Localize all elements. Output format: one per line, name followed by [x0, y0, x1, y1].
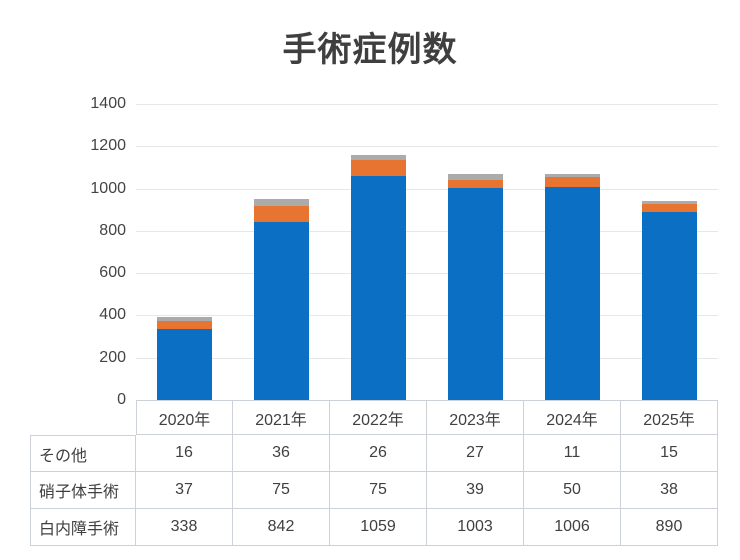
bar-2021年 [233, 104, 330, 400]
x-axis-label-2021年: 2021年 [233, 400, 330, 435]
bar-segment-vitreous-surgery-2020年 [157, 320, 212, 329]
table-value-その他-2023年: 27 [427, 435, 524, 472]
table-corner-cell [30, 400, 136, 435]
bar-stack-2021年 [254, 198, 309, 400]
table-value-白内障手術-2022年: 1059 [330, 509, 427, 546]
x-axis-label-2020年: 2020年 [136, 400, 233, 435]
table-value-硝子体手術-2023年: 39 [427, 472, 524, 509]
bar-stack-2024年 [545, 174, 600, 400]
x-axis-label-2024年: 2024年 [524, 400, 621, 435]
table-value-その他-2024年: 11 [524, 435, 621, 472]
table-value-白内障手術-2025年: 890 [621, 509, 718, 546]
bar-segment-other-2023年 [448, 174, 503, 180]
x-axis-label-2025年: 2025年 [621, 400, 718, 435]
gridline-200 [136, 357, 718, 359]
bar-2024年 [524, 104, 621, 400]
table-row-label-白内障手術: 白内障手術 [30, 509, 136, 546]
table-value-硝子体手術-2021年: 75 [233, 472, 330, 509]
table-value-白内障手術-2023年: 1003 [427, 509, 524, 546]
bar-stack-2022年 [351, 154, 406, 400]
bar-segment-other-2025年 [642, 200, 697, 204]
gridline-800 [136, 230, 718, 232]
bar-segment-vitreous-surgery-2023年 [448, 179, 503, 188]
table-value-その他-2025年: 15 [621, 435, 718, 472]
gridline-600 [136, 273, 718, 275]
gridline-1200 [136, 146, 718, 148]
table-value-白内障手術-2024年: 1006 [524, 509, 621, 546]
y-tick-label-800: 800 [99, 221, 126, 239]
y-axis-labels: 0 200 400 600 800 1000 1200 1400 [0, 0, 126, 560]
bar-2020年 [136, 104, 233, 400]
bar-segment-other-2022年 [351, 154, 406, 161]
bar-2023年 [427, 104, 524, 400]
y-tick-label-0: 0 [117, 391, 126, 408]
bar-2025年 [621, 104, 718, 400]
bar-segment-vitreous-surgery-2025年 [642, 203, 697, 212]
bar-segment-vitreous-surgery-2024年 [545, 176, 600, 188]
y-tick-label-1400: 1400 [90, 95, 126, 112]
gridline-400 [136, 315, 718, 317]
bar-segment-cataract-surgery-2025年 [642, 211, 697, 400]
gridline-1000 [136, 188, 718, 190]
table-row-label-硝子体手術: 硝子体手術 [30, 472, 136, 509]
bar-stack-2025年 [642, 200, 697, 400]
bar-segment-vitreous-surgery-2022年 [351, 160, 406, 177]
table-row-label-その他: その他 [30, 435, 136, 472]
bar-segment-other-2024年 [545, 174, 600, 177]
table-value-白内障手術-2020年: 338 [136, 509, 233, 546]
x-axis-label-2023年: 2023年 [427, 400, 524, 435]
y-tick-label-1200: 1200 [90, 137, 126, 155]
table-value-硝子体手術-2020年: 37 [136, 472, 233, 509]
bar-stack-2023年 [448, 174, 503, 400]
x-axis-label-2022年: 2022年 [330, 400, 427, 435]
bar-segment-cataract-surgery-2020年 [157, 328, 212, 400]
bar-segment-other-2021年 [254, 198, 309, 207]
table-value-その他-2020年: 16 [136, 435, 233, 472]
bar-segment-cataract-surgery-2021年 [254, 222, 309, 400]
bar-segment-cataract-surgery-2024年 [545, 187, 600, 400]
bar-segment-cataract-surgery-2022年 [351, 176, 406, 400]
plot-area [136, 104, 718, 400]
gridline-1400 [136, 104, 718, 105]
y-tick-label-200: 200 [99, 348, 126, 366]
bar-segment-vitreous-surgery-2021年 [254, 206, 309, 222]
table-value-白内障手術-2021年: 842 [233, 509, 330, 546]
y-tick-label-1000: 1000 [90, 179, 126, 197]
bar-segment-cataract-surgery-2023年 [448, 187, 503, 400]
table-value-その他-2021年: 36 [233, 435, 330, 472]
table-value-硝子体手術-2025年: 38 [621, 472, 718, 509]
table-value-硝子体手術-2022年: 75 [330, 472, 427, 509]
bar-stack-2020年 [157, 317, 212, 400]
y-tick-label-400: 400 [99, 306, 126, 324]
y-tick-label-600: 600 [99, 264, 126, 282]
data-table: 2020年 2021年 2022年 2023年 2024年 2025年その他 16 36 26 2… [30, 400, 718, 546]
chart-title: 手術症例数 [282, 31, 458, 69]
bar-2022年 [330, 104, 427, 400]
bar-segment-other-2020年 [157, 317, 212, 321]
table-value-その他-2022年: 26 [330, 435, 427, 472]
table-value-硝子体手術-2024年: 50 [524, 472, 621, 509]
